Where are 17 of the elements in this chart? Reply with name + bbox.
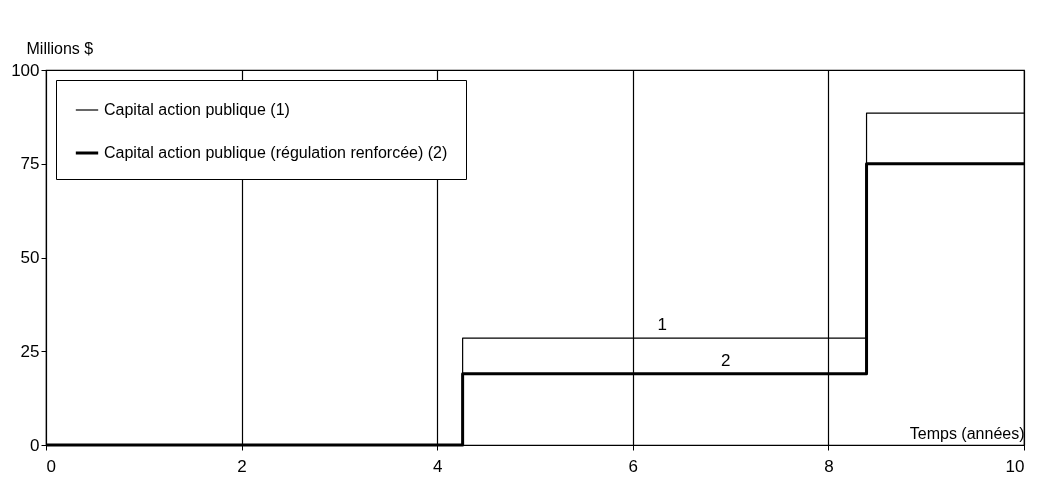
legend-label: Capital action publique (régulation renforcée) (2)	[104, 144, 448, 161]
y-tick-label: 0	[30, 435, 40, 455]
y-tick-label: 75	[20, 154, 40, 174]
x-tick-label: 6	[628, 456, 639, 476]
x-tick-label: 10	[1005, 456, 1025, 476]
annotation: 2	[720, 350, 731, 370]
x-tick-label: 4	[432, 456, 443, 476]
legend-label: Capital action publique (1)	[104, 101, 290, 118]
y-tick-label: 25	[20, 341, 40, 361]
x-tick-label: 0	[46, 456, 56, 476]
y-axis-title: Millions $	[26, 39, 94, 57]
x-tick-label: 2	[237, 456, 247, 476]
y-tick-label: 50	[20, 248, 40, 267]
annotation: 1	[657, 315, 667, 335]
x-axis-title: Temps (années)	[909, 424, 1025, 442]
x-tick-label: 8	[824, 456, 834, 476]
y-tick-label: 100	[11, 60, 40, 80]
